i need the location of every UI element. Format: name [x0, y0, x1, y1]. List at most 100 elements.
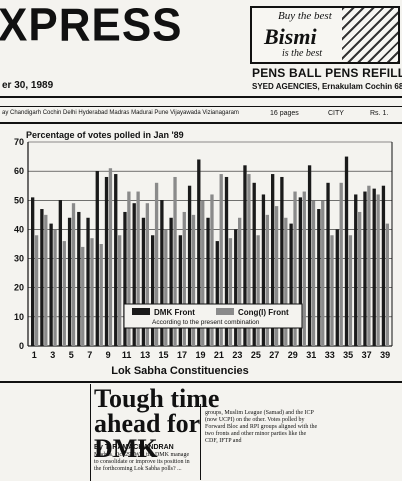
- bar-congress-33: [330, 235, 334, 346]
- bar-dmk-24: [243, 165, 247, 346]
- advert-tagline-2: is the best: [282, 48, 322, 59]
- bar-congress-39: [385, 223, 390, 346]
- bar-congress-25: [256, 235, 260, 346]
- x-tick-label: 19: [195, 350, 205, 360]
- bar-congress-34: [339, 182, 343, 346]
- x-tick-label: 35: [343, 350, 353, 360]
- legend-label: DMK Front: [154, 308, 195, 317]
- bar-dmk-28: [280, 176, 284, 346]
- bar-congress-35: [348, 235, 353, 346]
- bar-dmk-1: [31, 197, 35, 346]
- bar-congress-17: [182, 211, 186, 346]
- bar-congress-28: [284, 217, 288, 346]
- bar-congress-18: [191, 214, 196, 346]
- x-tick-label: 29: [288, 350, 298, 360]
- x-tick-label: 7: [87, 350, 92, 360]
- news-article: Tough time ahead for DMK By T. RAMACHAND…: [0, 384, 402, 481]
- y-tick-label: 20: [14, 283, 24, 293]
- y-tick-label: 70: [14, 137, 24, 147]
- article-headline: Tough time ahead for DMK: [94, 384, 220, 463]
- bar-dmk-3: [49, 223, 53, 346]
- bar-dmk-17: [178, 235, 183, 346]
- bar-dmk-33: [326, 182, 330, 346]
- y-tick-label: 50: [14, 195, 24, 205]
- article-column-2: groups, Muslim League (Samad) and the IC…: [205, 410, 318, 444]
- price: Rs. 1.: [370, 110, 389, 117]
- bar-congress-4: [62, 241, 66, 346]
- bar-dmk-14: [151, 235, 155, 346]
- bar-congress-20: [210, 194, 214, 346]
- legend-swatch: [216, 308, 234, 315]
- bar-congress-23: [238, 217, 242, 346]
- pen-advert: Buy the best Bismi is the best: [250, 6, 400, 64]
- bar-dmk-39: [381, 185, 386, 346]
- bar-congress-37: [367, 185, 371, 346]
- article-column-1: Madras, Oct.29: Will the DMK manage to c…: [94, 452, 190, 472]
- column-rule: [200, 404, 201, 480]
- bar-dmk-31: [307, 165, 312, 346]
- bar-congress-9: [108, 168, 113, 346]
- bar-dmk-7: [86, 217, 90, 346]
- bar-congress-36: [358, 211, 362, 346]
- y-tick-label: 0: [19, 341, 24, 351]
- advert-agent: SYED AGENCIES, Ernakulam Cochin 68202: [252, 82, 402, 91]
- x-tick-label: 17: [177, 350, 187, 360]
- bar-dmk-26: [261, 194, 266, 346]
- bar-dmk-36: [354, 194, 358, 346]
- bar-congress-14: [154, 182, 159, 346]
- y-tick-label: 10: [14, 312, 24, 322]
- bar-dmk-12: [132, 203, 136, 346]
- bar-dmk-32: [317, 209, 321, 346]
- bar-congress-16: [173, 176, 177, 346]
- bar-congress-24: [247, 174, 251, 346]
- bar-dmk-18: [187, 185, 192, 346]
- x-tick-label: 37: [362, 350, 372, 360]
- column-rule: [90, 384, 91, 481]
- rule-line: [0, 381, 402, 383]
- bar-congress-3: [53, 229, 57, 346]
- bar-congress-26: [265, 214, 270, 346]
- masthead: XPRESS Buy the best Bismi is the best PE…: [0, 0, 402, 124]
- bar-dmk-13: [141, 217, 146, 346]
- issue-date: er 30, 1989: [2, 80, 54, 91]
- bar-dmk-23: [234, 229, 238, 346]
- bar-dmk-11: [123, 211, 127, 346]
- bar-congress-2: [44, 214, 48, 346]
- x-tick-label: 5: [69, 350, 74, 360]
- bar-dmk-38: [372, 188, 376, 346]
- bar-dmk-29: [289, 223, 293, 346]
- bar-dmk-27: [271, 174, 275, 346]
- bar-congress-38: [376, 194, 380, 346]
- x-tick-label: 11: [122, 350, 132, 360]
- bar-congress-22: [228, 238, 233, 346]
- x-tick-label: 33: [325, 350, 335, 360]
- rule-line: [0, 96, 402, 98]
- bar-dmk-2: [40, 209, 44, 346]
- chart-title: Percentage of votes polled in Jan '89: [26, 130, 184, 140]
- advert-tagline-1: Buy the best: [278, 10, 332, 22]
- editions-list: ay Chandigarh Cochin Delhi Hyderabad Mad…: [2, 110, 239, 116]
- legend-label: Cong(I) Front: [238, 308, 289, 317]
- bar-congress-13: [145, 203, 150, 346]
- rule-line: [0, 122, 402, 124]
- bar-congress-6: [81, 246, 85, 346]
- x-tick-label: 1: [32, 350, 37, 360]
- x-tick-label: 23: [232, 350, 242, 360]
- x-axis-label: Lok Sabha Constituencies: [111, 365, 249, 377]
- newspaper-title: XPRESS: [0, 0, 183, 52]
- bar-dmk-6: [77, 211, 81, 346]
- bar-dmk-20: [206, 217, 210, 346]
- bar-congress-15: [164, 229, 168, 346]
- bar-congress-27: [274, 206, 279, 346]
- x-tick-label: 15: [159, 350, 169, 360]
- bar-dmk-8: [95, 171, 99, 346]
- bar-congress-31: [311, 200, 316, 346]
- bar-dmk-21: [215, 241, 219, 346]
- rule-line: [0, 106, 402, 107]
- advert-brand: Bismi: [264, 24, 317, 49]
- edition-city: CITY: [328, 110, 344, 117]
- bar-congress-21: [219, 174, 223, 346]
- bar-dmk-37: [363, 191, 367, 346]
- x-tick-label: 13: [140, 350, 150, 360]
